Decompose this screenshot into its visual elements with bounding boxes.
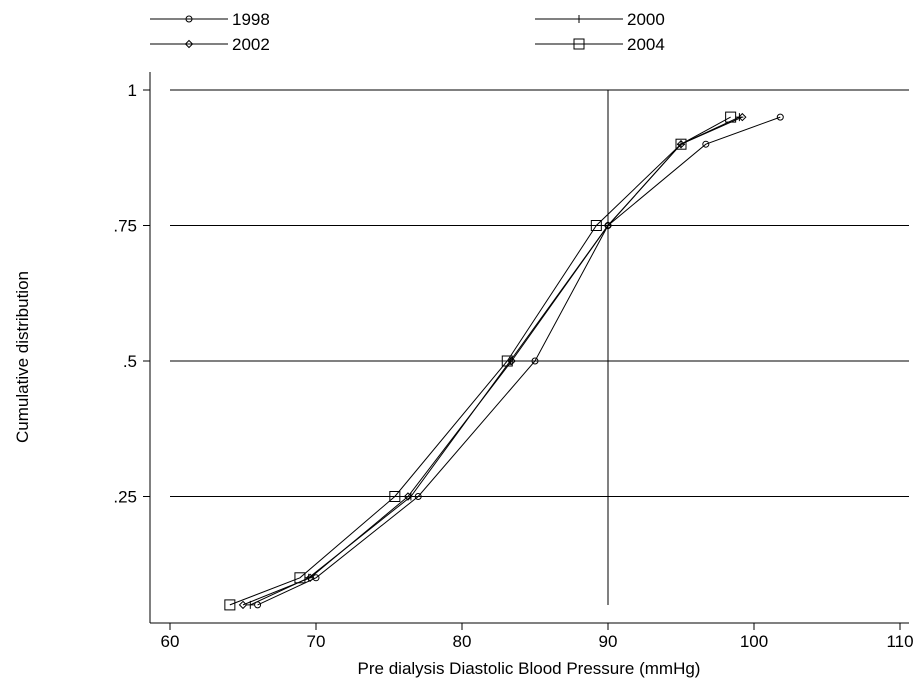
data-point-diamond [238, 600, 248, 610]
y-tick-label: .5 [123, 352, 137, 371]
legend-item-2000: 2000 [535, 10, 665, 29]
data-point-diamond [507, 356, 516, 366]
data-point-square [294, 572, 306, 584]
y-tick-label: .75 [113, 217, 137, 236]
data-point-diamond [403, 492, 413, 501]
data-point-diamond [305, 573, 315, 583]
data-point-diamond [738, 112, 747, 122]
data-point-circle [531, 357, 539, 365]
data-point-square [501, 355, 513, 367]
series-line [229, 116, 731, 606]
data-point-square [224, 599, 236, 611]
data-point-circle [702, 140, 710, 148]
x-tick-label: 110 [886, 632, 913, 651]
data-point-square [573, 38, 585, 50]
legend-item-1998: 1998 [150, 10, 270, 29]
x-tick-label: 90 [599, 632, 618, 651]
data-point-circle [414, 493, 422, 500]
x-tick-label: 80 [453, 632, 472, 651]
data-point-circle [776, 113, 784, 121]
axes: .25 .5 .75 1 60 70 80 90 100 110 [113, 72, 914, 651]
data-point-diamond [603, 221, 613, 230]
data-point-square [675, 138, 687, 150]
data-point-diamond [184, 39, 194, 49]
legend-item-2002: 2002 [150, 35, 270, 54]
x-tick-label: 70 [307, 632, 326, 651]
x-axis-title: Pre dialysis Diastolic Blood Pressure (m… [358, 659, 701, 678]
data-point-circle [185, 15, 193, 23]
series-line [257, 116, 781, 606]
data-point-square [590, 220, 602, 231]
data-point-plus [575, 15, 583, 23]
legend-item-2004: 2004 [535, 35, 665, 54]
data-point-square [725, 111, 737, 123]
series-2004 [224, 111, 737, 611]
series-group [224, 111, 784, 611]
legend-label: 2004 [627, 35, 665, 54]
legend-label: 1998 [232, 10, 270, 29]
gridlines [170, 89, 909, 605]
data-point-square [389, 491, 401, 502]
x-tick-label: 100 [740, 632, 768, 651]
legend-label: 2000 [627, 10, 665, 29]
y-axis-title: Cumulative distribution [13, 271, 32, 443]
x-tick-label: 60 [161, 632, 180, 651]
legend: 1998 2000 2002 2004 [150, 10, 665, 54]
y-tick-label: 1 [128, 81, 137, 100]
legend-label: 2002 [232, 35, 270, 54]
y-tick-label: .25 [113, 488, 137, 507]
